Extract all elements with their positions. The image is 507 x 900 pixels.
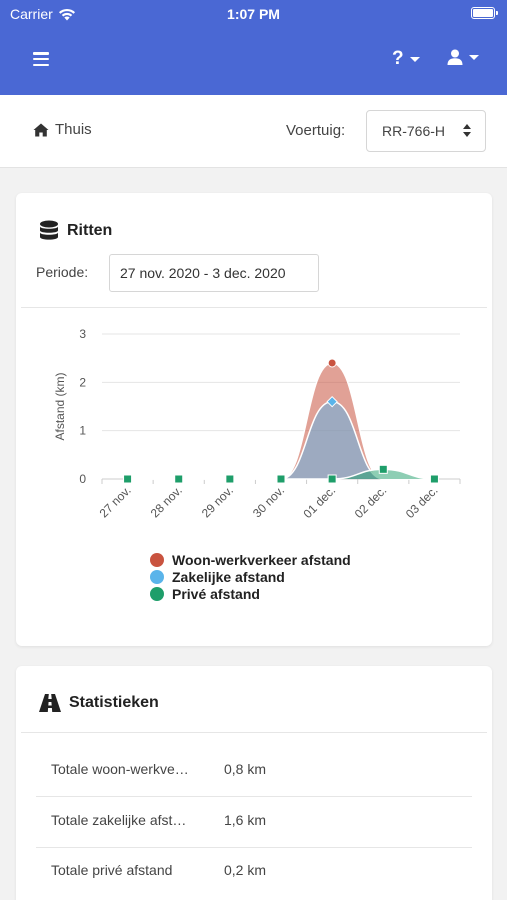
user-icon [447, 49, 463, 65]
legend-swatch [150, 569, 164, 584]
data-point [327, 358, 337, 368]
legend-item-prive[interactable]: Privé afstand [150, 585, 351, 602]
help-icon: ? [392, 48, 404, 69]
data-point [174, 474, 184, 484]
x-tick-label: 01 dec. [301, 483, 339, 521]
y-tick-label: 3 [79, 327, 86, 341]
arrow-down-icon [463, 132, 471, 137]
breadcrumb-bar: Thuis Voertuig: RR-766-H [0, 95, 507, 168]
vehicle-select[interactable]: RR-766-H [366, 110, 486, 152]
y-tick-label: 1 [79, 424, 86, 438]
data-point [123, 474, 133, 484]
x-tick-label: 29 nov. [199, 483, 236, 520]
chevron-down-icon [409, 56, 420, 62]
data-point [378, 464, 388, 474]
statistics-title: Statistieken [39, 694, 159, 712]
legend-label: Zakelijke afstand [172, 568, 285, 585]
series-line [127, 400, 435, 480]
clock: 1:07 PM [227, 6, 280, 22]
y-axis-label: Afstand (km) [53, 372, 67, 440]
menu-bar [33, 63, 49, 66]
data-point [225, 474, 235, 484]
period-date-range-input[interactable]: 27 nov. 2020 - 3 dec. 2020 [109, 254, 319, 292]
legend-item-woon-werk[interactable]: Woon-werkverkeer afstand [150, 551, 351, 568]
rides-chart: 0 1 2 3 Afstand (km) 27 nov. 28 nov. 29 nov. 30 … [53, 327, 461, 521]
data-point [429, 474, 439, 484]
stat-value: 0,8 km [224, 761, 267, 777]
legend-item-zakelijk[interactable]: Zakelijke afstand [150, 568, 351, 585]
carrier: Carrier [10, 6, 76, 22]
select-arrows-icon [463, 124, 471, 137]
x-tick-label: 27 nov. [97, 483, 134, 520]
home-icon [33, 123, 49, 136]
divider [36, 847, 472, 848]
stat-row: Totale zakelijke afstand 1,6 km [16, 796, 492, 846]
stat-label: Totale woon-werkverkeer afstand [51, 761, 193, 777]
user-menu-button[interactable] [447, 49, 479, 65]
menu-button[interactable] [33, 52, 49, 66]
data-point [326, 395, 338, 408]
chart-legend: Woon-werkverkeer afstand Zakelijke afsta… [150, 551, 351, 602]
y-tick-label: 0 [79, 472, 86, 486]
y-tick-label: 2 [79, 375, 86, 389]
vehicle-label: Voertuig: [286, 122, 346, 139]
period-label: Periode: [36, 264, 89, 280]
menu-bar [33, 57, 49, 61]
legend-swatch [150, 586, 164, 601]
database-icon [40, 220, 58, 240]
stat-label: Totale zakelijke afstand [51, 812, 193, 828]
data-point [276, 474, 286, 484]
vehicle-value: RR-766-H [382, 123, 446, 139]
road-icon [39, 694, 61, 712]
carrier-label: Carrier [10, 6, 53, 22]
stat-row: Totale woon-werkverkeer afstand 0,8 km [16, 745, 492, 795]
series-line [127, 362, 435, 480]
divider [36, 796, 472, 797]
rides-title: Ritten [39, 220, 112, 242]
stat-value: 0,2 km [224, 862, 267, 878]
menu-bar [33, 52, 49, 55]
series-area [127, 401, 435, 479]
rides-title-text: Ritten [67, 222, 113, 239]
status-bar: Carrier 1:07 PM [0, 0, 507, 28]
period-value: 27 nov. 2020 - 3 dec. 2020 [120, 265, 286, 281]
legend-label: Woon-werkverkeer afstand [172, 551, 351, 568]
divider [21, 307, 487, 308]
chevron-down-icon [469, 54, 479, 60]
legend-swatch [150, 552, 164, 567]
stat-label: Totale privé afstand [51, 862, 173, 878]
home-link[interactable]: Thuis [33, 121, 92, 138]
battery-icon [471, 7, 498, 19]
x-tick-label: 02 dec. [352, 483, 390, 521]
home-label: Thuis [55, 121, 92, 138]
data-point [327, 474, 337, 484]
rides-card: Ritten Periode: 27 nov. 2020 - 3 dec. 20… [16, 193, 492, 646]
x-tick-label: 30 nov. [250, 483, 287, 520]
x-tick-label: 28 nov. [148, 483, 185, 520]
divider [21, 732, 487, 733]
stat-value: 1,6 km [224, 812, 267, 828]
statistics-title-text: Statistieken [69, 694, 159, 711]
help-menu-button[interactable]: ? [392, 48, 420, 70]
wifi-icon [58, 8, 75, 20]
series-area [127, 363, 435, 479]
series-area [127, 469, 435, 479]
legend-label: Privé afstand [172, 585, 260, 602]
arrow-up-icon [463, 124, 471, 129]
stat-row: Totale privé afstand 0,2 km [16, 846, 492, 896]
x-tick-label: 03 dec. [403, 483, 441, 521]
statistics-card: Statistieken Totale woon-werkverkeer afs… [16, 666, 492, 900]
app-header: Carrier 1:07 PM ? [0, 0, 507, 95]
